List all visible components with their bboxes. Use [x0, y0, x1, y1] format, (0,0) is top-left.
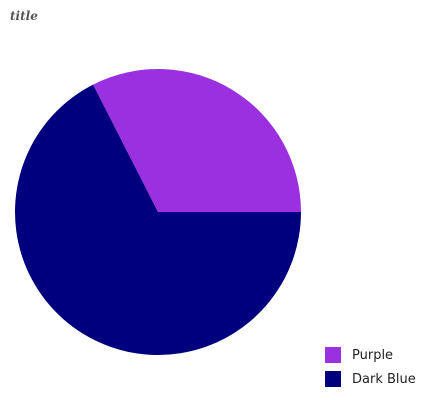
- legend: Purple Dark Blue: [325, 345, 416, 393]
- pie-slices: [15, 69, 301, 355]
- legend-item-purple: Purple: [325, 345, 416, 365]
- legend-item-dark-blue: Dark Blue: [325, 369, 416, 389]
- legend-label-dark-blue: Dark Blue: [352, 372, 416, 387]
- legend-label-purple: Purple: [352, 348, 393, 363]
- legend-swatch-dark-blue: [325, 371, 341, 387]
- legend-swatch-purple: [325, 347, 341, 363]
